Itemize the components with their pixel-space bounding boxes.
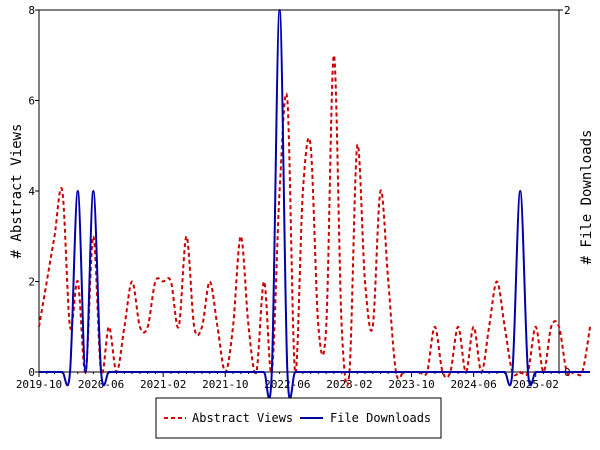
left-y-tick-label: 8	[28, 4, 35, 17]
plot-frame	[38, 9, 560, 373]
plot-area	[38, 9, 560, 373]
legend-box	[155, 397, 442, 439]
series-layer	[38, 9, 591, 400]
legend-label-file-downloads: File Downloads	[330, 411, 431, 425]
right-y-tick-label: 2	[564, 4, 571, 17]
legend-label-abstract-views: Abstract Views	[192, 411, 293, 425]
left-y-axis-title: # Abstract Views	[9, 124, 25, 259]
left-y-axis: 0 2 4 6 8	[28, 4, 39, 379]
left-y-tick-label: 0	[28, 366, 35, 379]
series-line-file-downloads	[39, 9, 590, 400]
right-y-axis-title: # File Downloads	[579, 130, 595, 265]
legend: Abstract Views File Downloads	[155, 397, 442, 439]
left-y-tick-label: 6	[28, 95, 35, 108]
x-tick-label: 2025-02	[513, 378, 559, 391]
x-tick-label: 2019-10	[16, 378, 62, 391]
x-tick-label: 2023-10	[388, 378, 434, 391]
right-y-axis: 02	[559, 4, 571, 379]
x-tick-label: 2024-06	[450, 378, 496, 391]
x-tick-label: 2021-02	[140, 378, 186, 391]
series-line-abstract-views	[38, 54, 591, 387]
x-tick-label: 2023-02	[326, 378, 372, 391]
left-y-tick-label: 2	[28, 276, 35, 289]
left-y-tick-label: 4	[28, 185, 35, 198]
x-tick-label: 2021-10	[202, 378, 248, 391]
x-tick-label: 2020-06	[78, 378, 124, 391]
